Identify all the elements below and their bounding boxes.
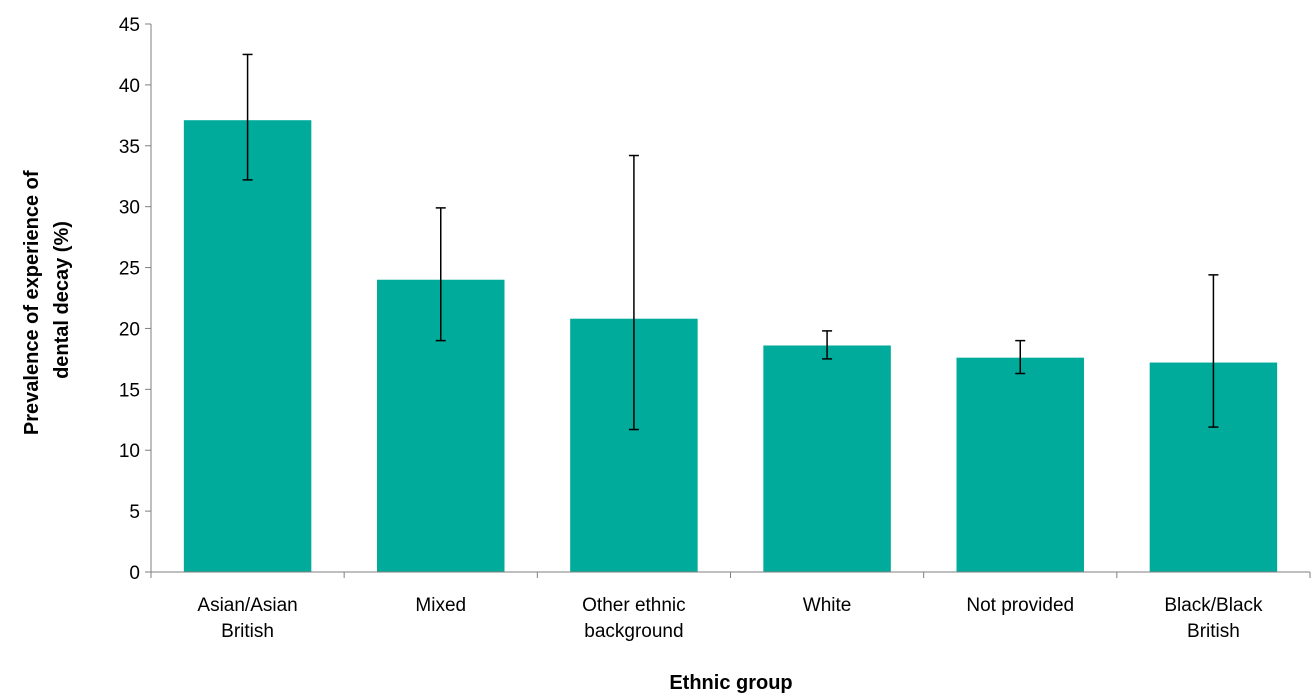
x-category-label-line: British — [1187, 621, 1240, 642]
y-tick-label: 30 — [119, 198, 140, 219]
y-tick-label: 5 — [129, 502, 140, 523]
x-category-label-line: Asian/Asian — [197, 595, 297, 616]
x-category-label-line: Mixed — [415, 595, 466, 616]
x-category-label-line: Black/Black — [1164, 595, 1263, 616]
y-tick-label: 0 — [129, 563, 140, 584]
y-axis-title: Prevalence of experience of dental decay… — [21, 165, 73, 435]
x-category-label: Asian/Asian British — [197, 595, 297, 642]
bar — [956, 357, 1084, 572]
y-axis-title-line-2: dental decay (%) — [51, 221, 73, 379]
x-category-label-line: background — [584, 621, 683, 642]
x-axis-title: Ethnic group — [669, 672, 792, 694]
plot-area: 0 5 10 15 20 25 30 35 40 45 Asian/Asian British Mixe… — [119, 15, 1311, 642]
x-category-label: White — [803, 595, 852, 616]
y-tick-label: 20 — [119, 319, 140, 340]
x-category-label-line: Not provided — [966, 595, 1074, 616]
y-tick-label: 10 — [119, 441, 140, 462]
y-axis-title-line-1: Prevalence of experience of — [21, 170, 43, 435]
x-category-label-line: British — [221, 621, 274, 642]
x-category-label: Black/Black British — [1164, 595, 1263, 642]
x-category-label: Mixed — [415, 595, 466, 616]
x-category-label: Other ethnic background — [582, 595, 686, 642]
y-tick-label: 40 — [119, 76, 140, 97]
y-tick-label: 35 — [119, 137, 140, 158]
y-tick-label: 15 — [119, 380, 140, 401]
bar — [763, 345, 891, 572]
bar — [183, 120, 312, 573]
x-category-label: Not provided — [966, 595, 1074, 616]
x-category-label-line: Other ethnic — [582, 595, 686, 616]
y-tick-label: 45 — [119, 15, 140, 36]
y-tick-label: 25 — [119, 259, 140, 280]
x-category-label-line: White — [803, 595, 852, 616]
